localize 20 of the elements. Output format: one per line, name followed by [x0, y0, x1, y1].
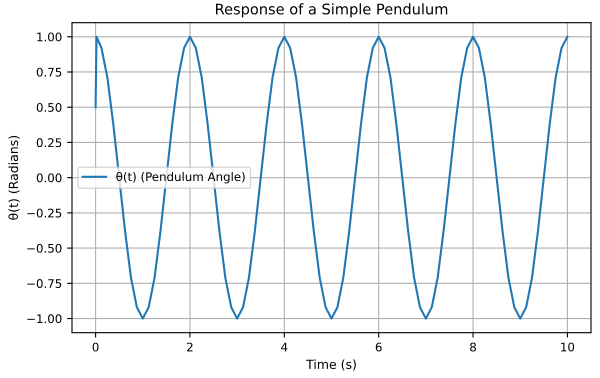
x-tick-label: 2: [187, 342, 193, 352]
line-series: [94, 36, 568, 320]
y-tick-label: −0.25: [27, 208, 62, 218]
x-tick-label: 4: [281, 342, 288, 352]
y-tick-label: 1.00: [37, 32, 62, 42]
x-tick-label: 6: [376, 342, 382, 352]
y-tick-label: 0.50: [36, 102, 62, 112]
y-tick-label: 0.00: [36, 173, 62, 182]
y-tick-label: −0.50: [27, 244, 62, 253]
y-tick-label: −0.75: [27, 279, 62, 288]
y-tick-label: −1.00: [27, 314, 62, 324]
legend-label: θ(t) (Pendulum Angle): [116, 172, 245, 184]
x-tick-label: 0: [92, 342, 99, 352]
y-tick-label: 0.25: [36, 138, 62, 148]
y-tick-label: 0.75: [36, 68, 62, 77]
x-tick-label: 10: [561, 342, 574, 352]
chart-title: Response of a Simple Pendulum: [216, 3, 448, 18]
x-axis-title: Time (s): [306, 359, 356, 370]
x-tick-label: 8: [470, 342, 476, 352]
y-axis-title: θ(t) (Radians): [8, 136, 20, 220]
